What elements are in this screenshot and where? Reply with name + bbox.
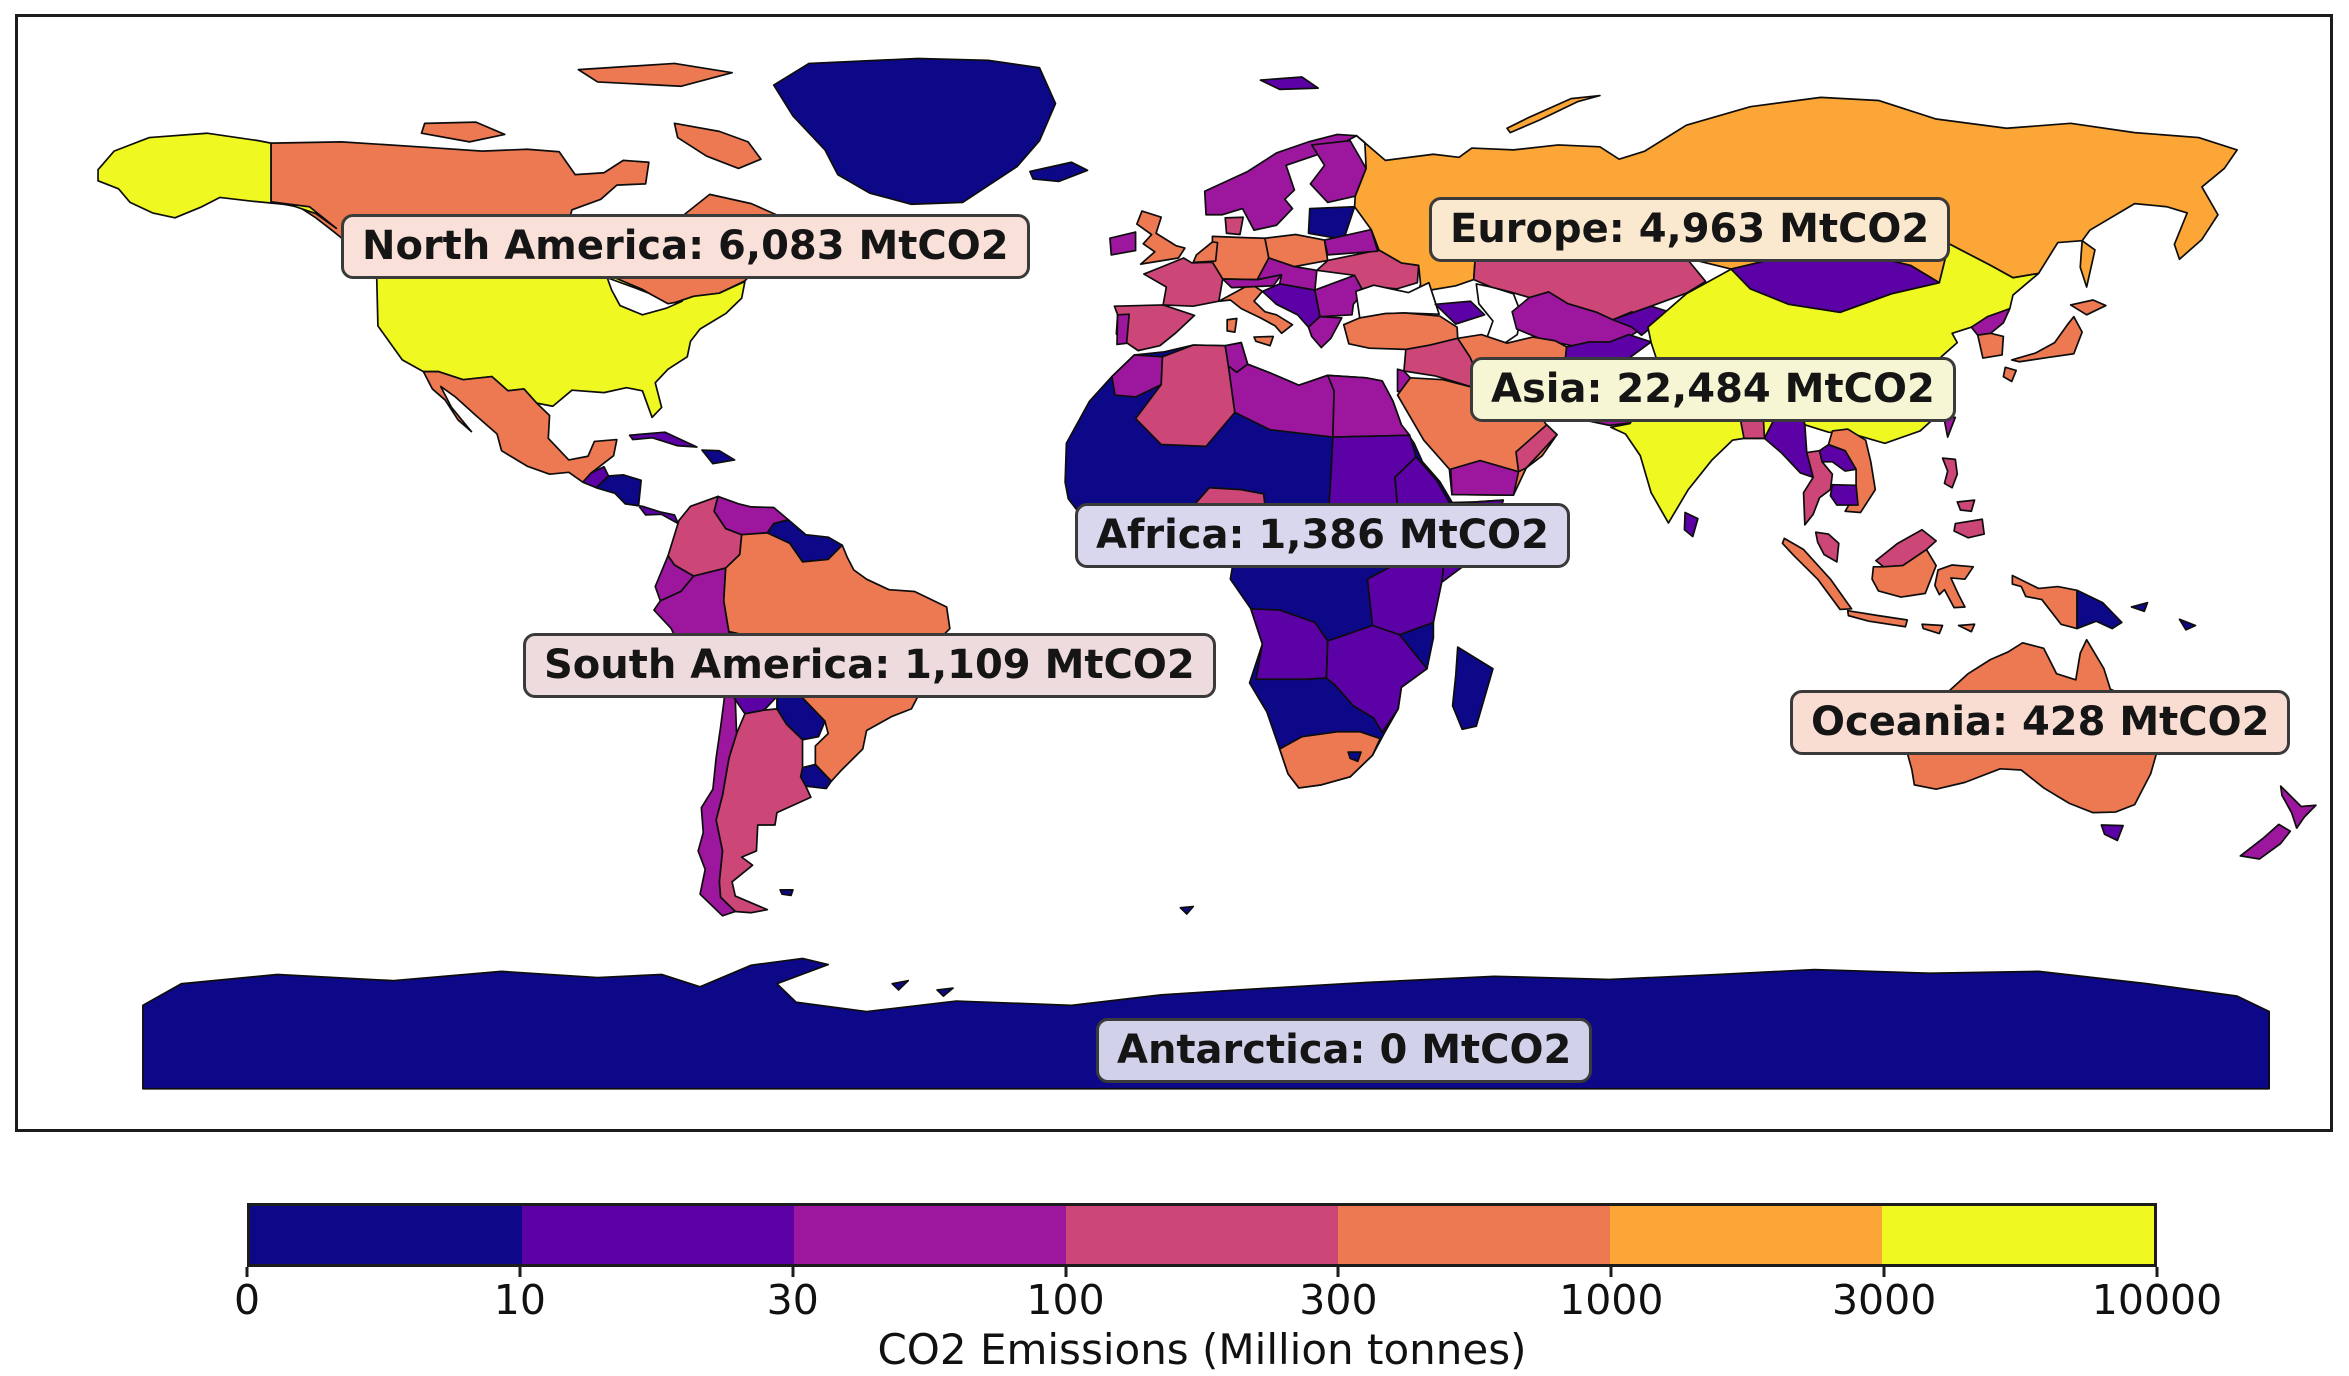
colorbar-segment bbox=[794, 1206, 1066, 1264]
country-indonesia-sunda2 bbox=[1959, 624, 1975, 631]
country-indonesia-sunda1 bbox=[1922, 624, 1942, 633]
colorbar-tick-mark bbox=[2155, 1267, 2159, 1277]
country-cuba bbox=[630, 432, 697, 447]
country-costa-rica-panama bbox=[625, 504, 678, 524]
colorbar-tick-label: 3000 bbox=[1831, 1276, 1937, 1324]
country-hispaniola bbox=[702, 450, 735, 464]
country-indonesia-sulawesi bbox=[1935, 565, 1973, 608]
country-indonesia-sumatra bbox=[1782, 538, 1851, 609]
colorbar-segment bbox=[522, 1206, 794, 1264]
colorbar-tick-label: 0 bbox=[233, 1276, 261, 1324]
colorbar-segment bbox=[1882, 1206, 2154, 1264]
lake-great-lakes bbox=[607, 278, 682, 315]
country-caucasus bbox=[1435, 301, 1484, 324]
country-finland bbox=[1310, 141, 1366, 203]
country-denmark bbox=[1225, 217, 1243, 234]
country-svalbard bbox=[1260, 77, 1318, 89]
country-cambodia bbox=[1830, 485, 1858, 505]
country-japan-hokkaido bbox=[2071, 300, 2106, 315]
country-honduras-nicaragua bbox=[596, 475, 641, 506]
annotation-north-america: North America: 6,083 MtCO2 bbox=[341, 214, 1030, 280]
country-indonesia-java bbox=[1848, 611, 1908, 627]
country-falklands bbox=[780, 890, 793, 896]
country-philippines-visayas bbox=[1957, 500, 1974, 511]
country-philippines-luzon bbox=[1943, 458, 1958, 488]
annotation-south-america: South America: 1,109 MtCO2 bbox=[523, 633, 1216, 699]
colorbar-tick-mark bbox=[1609, 1267, 1613, 1277]
country-yemen bbox=[1451, 461, 1519, 496]
country-sardinia bbox=[1227, 319, 1237, 333]
country-russia-novaya-zemlya bbox=[1507, 96, 1600, 133]
country-oman bbox=[1516, 425, 1557, 472]
colorbar-segment bbox=[250, 1206, 522, 1264]
country-new-zealand-north bbox=[2281, 786, 2316, 828]
colorbar-tick-label: 30 bbox=[766, 1276, 819, 1324]
country-guatemala bbox=[583, 467, 609, 488]
colorbar-tick-mark bbox=[245, 1267, 249, 1277]
country-turkey bbox=[1344, 313, 1458, 349]
country-japan-honshu bbox=[2012, 317, 2082, 362]
world-map bbox=[18, 17, 2330, 1129]
region-antarctic-island bbox=[892, 981, 908, 990]
country-sri-lanka bbox=[1684, 512, 1697, 536]
colorbar-tick-mark bbox=[1882, 1267, 1886, 1277]
colorbar-tick-mark bbox=[518, 1267, 522, 1277]
country-malaysia-peninsula bbox=[1816, 532, 1839, 562]
country-vietnam bbox=[1829, 429, 1876, 512]
colorbar-tick-label: 1000 bbox=[1559, 1276, 1664, 1324]
world-map-frame: North America: 6,083 MtCO2 Europe: 4,963… bbox=[15, 14, 2333, 1132]
colorbar-tick-mark bbox=[1336, 1267, 1340, 1277]
country-belarus bbox=[1325, 230, 1378, 255]
country-papua-new-guinea bbox=[2077, 590, 2122, 628]
colorbar-tick-mark bbox=[1064, 1267, 1068, 1277]
colorbar-tick-label: 100 bbox=[1026, 1276, 1105, 1324]
country-france bbox=[1144, 258, 1223, 306]
annotation-africa: Africa: 1,386 MtCO2 bbox=[1075, 503, 1570, 569]
colorbar-tick-label: 10 bbox=[493, 1276, 546, 1324]
country-canada-victoria bbox=[421, 122, 504, 142]
country-new-zealand-south bbox=[2240, 824, 2290, 859]
region-antarctic-island bbox=[937, 988, 953, 996]
country-netherlands bbox=[1193, 242, 1217, 262]
country-uk bbox=[1137, 211, 1185, 264]
country-ireland bbox=[1110, 232, 1136, 255]
country-sicily bbox=[1254, 336, 1273, 345]
colorbar-segment bbox=[1610, 1206, 1882, 1264]
country-lesotho bbox=[1348, 752, 1361, 761]
country-solomons bbox=[2179, 619, 2195, 630]
country-indonesia-kalimantan bbox=[1872, 550, 1936, 598]
country-south-africa bbox=[1280, 732, 1381, 788]
country-zambia-mozambique bbox=[1326, 626, 1427, 733]
colorbar-tick-label: 10000 bbox=[2091, 1276, 2223, 1324]
annotation-europe: Europe: 4,963 MtCO2 bbox=[1429, 197, 1951, 263]
colorbar-tick-label: 300 bbox=[1299, 1276, 1378, 1324]
country-new-britain bbox=[2131, 603, 2147, 612]
country-indonesia-papua bbox=[2012, 575, 2077, 628]
annotation-antarctica: Antarctica: 0 MtCO2 bbox=[1096, 1018, 1593, 1084]
country-japan-kyushu bbox=[2003, 367, 2016, 381]
country-chile bbox=[698, 685, 736, 915]
country-tasmania bbox=[2101, 825, 2123, 840]
colorbar-segment bbox=[1066, 1206, 1338, 1264]
country-russia-sakhalin bbox=[2080, 241, 2095, 287]
country-iceland bbox=[1030, 162, 1088, 181]
country-south-korea bbox=[1978, 333, 2004, 358]
country-greenland bbox=[774, 58, 1056, 204]
region-bouvet-island bbox=[1180, 907, 1193, 914]
country-canada-baffin bbox=[674, 123, 760, 168]
country-usa-alaska bbox=[98, 133, 336, 228]
colorbar-axis-label: CO2 Emissions (Million tonnes) bbox=[877, 1325, 1527, 1374]
annotation-asia: Asia: 22,484 MtCO2 bbox=[1470, 357, 1956, 423]
country-canada-ellesmere bbox=[578, 63, 732, 86]
country-portugal bbox=[1117, 314, 1129, 344]
country-algeria bbox=[1136, 345, 1235, 446]
colorbar-tick-mark bbox=[791, 1267, 795, 1277]
annotation-oceania: Oceania: 428 MtCO2 bbox=[1790, 690, 2291, 756]
country-madagascar bbox=[1453, 647, 1493, 729]
colorbar-gradient bbox=[247, 1203, 2157, 1267]
country-egypt bbox=[1328, 375, 1410, 437]
country-philippines-mindanao bbox=[1954, 519, 1984, 538]
colorbar-segment bbox=[1338, 1206, 1610, 1264]
country-norway-sweden bbox=[1205, 134, 1357, 230]
